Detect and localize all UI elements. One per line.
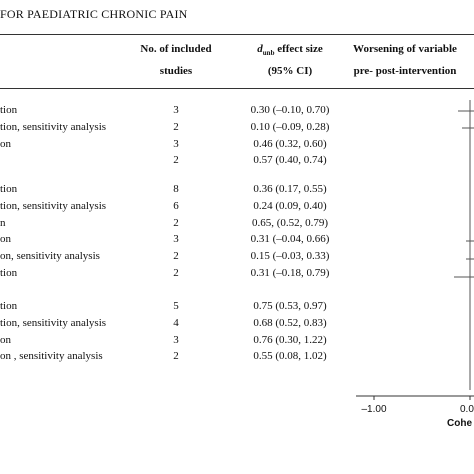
header-rule bbox=[0, 88, 474, 89]
studies-cell: 3 bbox=[173, 137, 179, 150]
col-header: (95% CI) bbox=[267, 65, 313, 77]
row-label: on bbox=[0, 137, 11, 150]
col-header: dunb effect size bbox=[257, 43, 322, 60]
effect-cell: 0.68 (0.52, 0.83) bbox=[253, 316, 327, 329]
row-label: tion bbox=[0, 104, 18, 116]
row-label: tion bbox=[0, 300, 18, 312]
studies-cell: 5 bbox=[173, 300, 179, 312]
studies-cell: 6 bbox=[173, 199, 179, 212]
effect-cell: 0.75 (0.53, 0.97) bbox=[253, 300, 327, 312]
top-rule bbox=[0, 34, 474, 35]
title: FOR PAEDIATRIC CHRONIC PAIN bbox=[0, 7, 188, 21]
effect-cell: 0.31 (–0.18, 0.79) bbox=[250, 267, 330, 279]
col-header: pre- post-intervention bbox=[353, 65, 457, 77]
subscript: unb bbox=[262, 49, 275, 58]
studies-cell: 2 bbox=[173, 350, 179, 363]
studies-cell: 2 bbox=[173, 267, 179, 279]
symbol: d bbox=[257, 43, 263, 55]
effect-cell: 0.46 (0.32, 0.60) bbox=[253, 137, 327, 150]
effect-cell: 0.57 (0.40, 0.74) bbox=[253, 154, 327, 167]
studies-cell: 4 bbox=[173, 316, 179, 329]
studies-cell: 3 bbox=[173, 104, 179, 116]
studies-cell: 8 bbox=[173, 183, 179, 195]
row-label: on bbox=[0, 233, 11, 246]
studies-cell: 3 bbox=[173, 233, 179, 246]
effect-cell: 0.76 (0.30, 1.22) bbox=[253, 333, 327, 346]
row-label: on bbox=[0, 333, 11, 346]
row-label: on, sensitivity analysis bbox=[0, 250, 100, 263]
effect-cell: 0.55 (0.08, 1.02) bbox=[253, 350, 327, 363]
row-label: tion, sensitivity analysis bbox=[0, 120, 107, 133]
row-label: n bbox=[0, 216, 6, 229]
effect-cell: 0.24 (0.09, 0.40) bbox=[253, 199, 327, 212]
col-header: studies bbox=[159, 65, 193, 77]
axis-label: Cohe bbox=[447, 418, 472, 429]
row-label: on , sensitivity analysis bbox=[0, 350, 103, 363]
col-header: Worsening of variable bbox=[353, 43, 457, 55]
studies-cell: 2 bbox=[173, 120, 179, 133]
axis-tick-label: 0.0 bbox=[460, 404, 474, 415]
studies-cell: 2 bbox=[173, 154, 179, 167]
row-label: tion, sensitivity analysis bbox=[0, 199, 107, 212]
col-header: No. of included bbox=[140, 43, 212, 55]
axis-tick-label: –1.00 bbox=[361, 404, 387, 415]
effect-cell: 0.30 (–0.10, 0.70) bbox=[250, 104, 330, 116]
effect-cell: 0.31 (–0.04, 0.66) bbox=[250, 233, 330, 246]
text: effect size bbox=[274, 43, 323, 55]
row-label: tion bbox=[0, 183, 18, 195]
studies-cell: 2 bbox=[173, 216, 179, 229]
effect-cell: 0.10 (–0.09, 0.28) bbox=[250, 120, 330, 133]
effect-cell: 0.15 (–0.03, 0.33) bbox=[250, 250, 330, 263]
studies-cell: 3 bbox=[173, 333, 179, 346]
effect-cell: 0.65, (0.52, 0.79) bbox=[251, 216, 329, 229]
effect-cell: 0.36 (0.17, 0.55) bbox=[253, 183, 327, 195]
row-label: tion, sensitivity analysis bbox=[0, 316, 107, 329]
studies-cell: 2 bbox=[173, 250, 179, 263]
row-label: tion bbox=[0, 267, 18, 279]
